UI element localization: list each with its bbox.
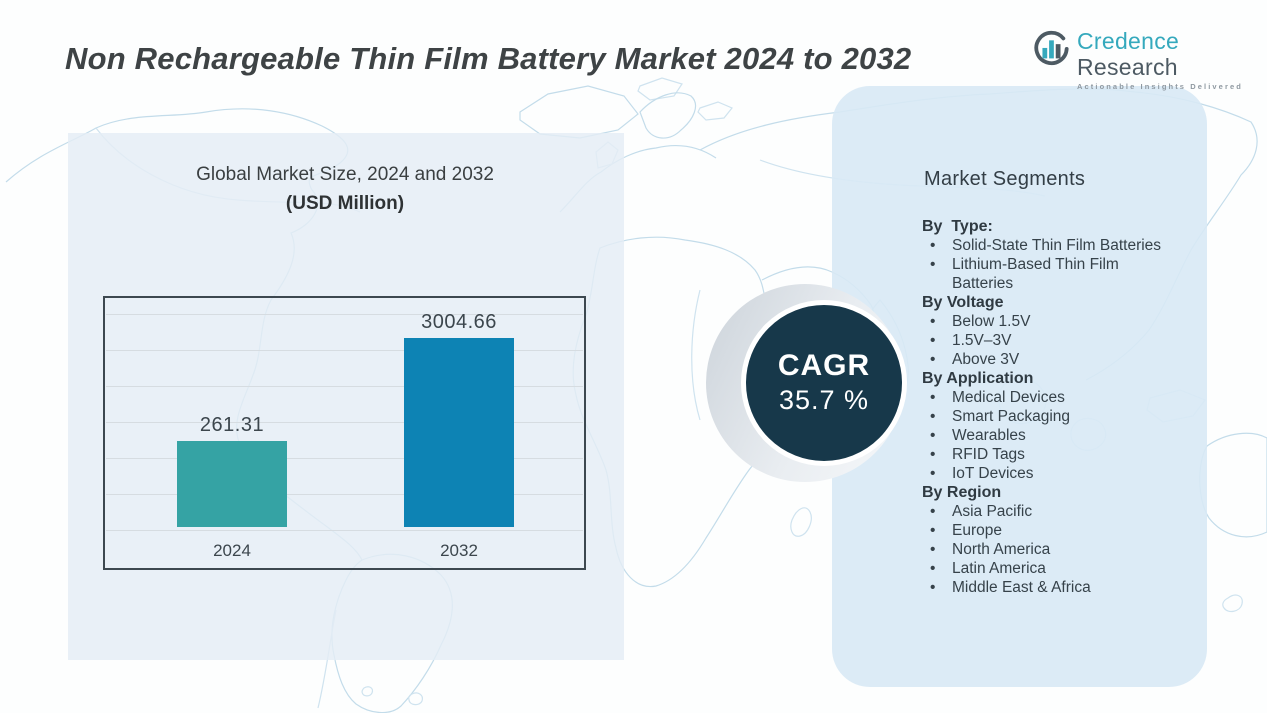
bar-group-2032: 3004.66 [404, 311, 514, 527]
logo-brand-secondary: Research [1077, 54, 1178, 80]
segment-group-label: By Application [922, 370, 1034, 387]
bar-value-label: 261.31 [199, 414, 265, 436]
chart-subtitle: (USD Million) [285, 193, 405, 214]
segment-item: Latin America [922, 559, 1174, 578]
segment-item: Europe [922, 521, 1174, 540]
segment-list: Medical DevicesSmart PackagingWearablesR… [922, 388, 1174, 483]
segment-item: Below 1.5V [922, 312, 1174, 331]
x-axis-label-2032: 2032 [440, 541, 478, 560]
logo-brand-primary: Credence [1077, 28, 1180, 54]
chart-bar [404, 338, 514, 527]
segment-item: Solid-State Thin Film Batteries [922, 236, 1174, 255]
segment-item: Above 3V [922, 350, 1174, 369]
cagr-value: 35.7 % [778, 385, 870, 415]
bar-chart-logo-icon [1034, 30, 1069, 66]
credence-research-logo: Credence Research Actionable Insights De… [1032, 28, 1267, 91]
segment-group-label: By Region [922, 484, 1002, 501]
logo-text: Credence Research Actionable Insights De… [1077, 28, 1267, 91]
bar-group-2024: 261.31 [177, 414, 287, 527]
segment-groups: By Type:Solid-State Thin Film BatteriesL… [922, 217, 1174, 597]
page-title: Non Rechargeable Thin Film Battery Marke… [65, 40, 912, 76]
segment-item: Middle East & Africa [922, 578, 1174, 597]
segment-item: North America [922, 540, 1174, 559]
segment-list: Solid-State Thin Film BatteriesLithium-B… [922, 236, 1174, 293]
logo-tagline: Actionable Insights Delivered [1077, 82, 1243, 91]
segment-group-label: By Type: [922, 218, 993, 235]
bar-value-label: 3004.66 [421, 311, 497, 333]
x-axis-label-2024: 2024 [213, 541, 251, 560]
segment-group-label: By Voltage [922, 294, 1004, 311]
cagr-badge: CAGR 35.7 % [741, 300, 907, 466]
segment-item: Smart Packaging [922, 407, 1174, 426]
segment-list: Asia PacificEuropeNorth AmericaLatin Ame… [922, 502, 1174, 597]
cagr-label: CAGR [777, 349, 871, 382]
segment-item: RFID Tags [922, 445, 1174, 464]
chart-title: Global Market Size, 2024 and 2032 (USD M… [110, 160, 580, 218]
segment-item: Medical Devices [922, 388, 1174, 407]
segment-item: Lithium-Based Thin Film Batteries [922, 255, 1174, 293]
logo-brand-name: Credence Research [1077, 28, 1267, 80]
market-segments-heading: Market Segments [924, 168, 1086, 190]
chart-bar [177, 441, 287, 527]
segment-item: IoT Devices [922, 464, 1174, 483]
segment-item: Wearables [922, 426, 1174, 445]
segment-item: Asia Pacific [922, 502, 1174, 521]
bar-chart: 261.31 3004.66 2024 2032 [103, 296, 586, 570]
segment-list: Below 1.5V1.5V–3VAbove 3V [922, 312, 1174, 369]
segment-item: 1.5V–3V [922, 331, 1174, 350]
chart-title-line: Global Market Size, 2024 and 2032 [196, 164, 494, 185]
